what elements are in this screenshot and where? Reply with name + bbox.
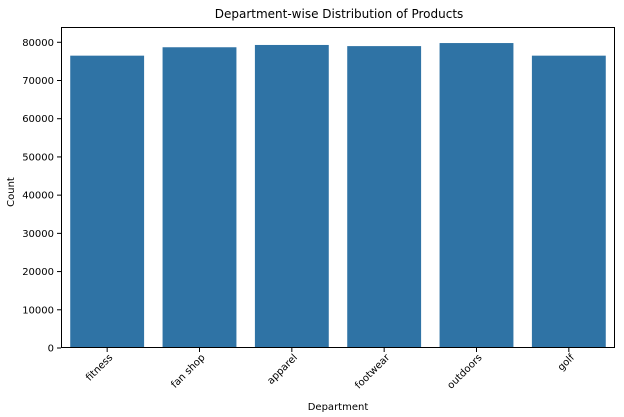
- y-tick-label: 40000: [22, 191, 54, 202]
- bar-outdoors: [439, 43, 514, 349]
- chart-title: Department-wise Distribution of Products: [215, 7, 464, 21]
- y-tick-label: 0: [48, 344, 54, 355]
- y-axis-label: Count: [6, 177, 17, 207]
- x-tick-label: footwear: [353, 352, 393, 392]
- x-tick-label: fitness: [84, 352, 115, 383]
- y-tick-label: 80000: [22, 38, 54, 49]
- y-tick-label: 50000: [22, 152, 54, 163]
- x-axis-label: Department: [308, 402, 369, 413]
- y-tick-label: 70000: [22, 76, 54, 87]
- x-tick-label: apparel: [265, 352, 299, 386]
- y-tick-label: 60000: [22, 114, 54, 125]
- x-tick-label: outdoors: [446, 352, 485, 391]
- y-tick-label: 10000: [22, 305, 54, 316]
- y-axis: 0 10000 20000 30000 40000 50000 60000 70000 8000…: [22, 38, 61, 355]
- x-tick-label: fan shop: [169, 352, 207, 390]
- plot-frame: [61, 27, 615, 348]
- bar-footwear: [347, 46, 422, 348]
- bar-apparel: [254, 44, 329, 348]
- x-axis: fitness fan shop apparel footwear outdoors go…: [84, 348, 577, 391]
- y-tick-label: 20000: [22, 267, 54, 278]
- bars-layer: [70, 43, 606, 349]
- bar-fan-shop: [162, 47, 237, 348]
- bar-fitness: [70, 55, 145, 349]
- bar-golf: [531, 55, 606, 349]
- y-tick-label: 30000: [22, 229, 54, 240]
- x-tick-label: golf: [556, 352, 577, 373]
